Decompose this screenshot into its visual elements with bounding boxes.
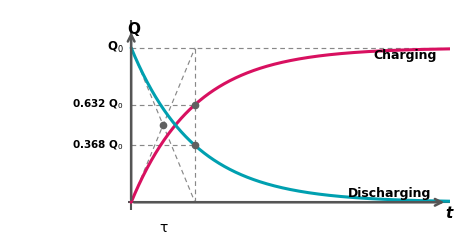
Text: τ: τ [159,221,167,235]
Text: t: t [445,206,452,220]
Text: 0.632 Q$_0$: 0.632 Q$_0$ [72,98,124,112]
Text: Charging: Charging [374,49,437,62]
Text: 0.368 Q$_0$: 0.368 Q$_0$ [72,139,124,152]
Text: Discharging: Discharging [348,187,431,200]
Text: Q$_0$: Q$_0$ [107,40,124,55]
Text: Q: Q [127,22,140,37]
